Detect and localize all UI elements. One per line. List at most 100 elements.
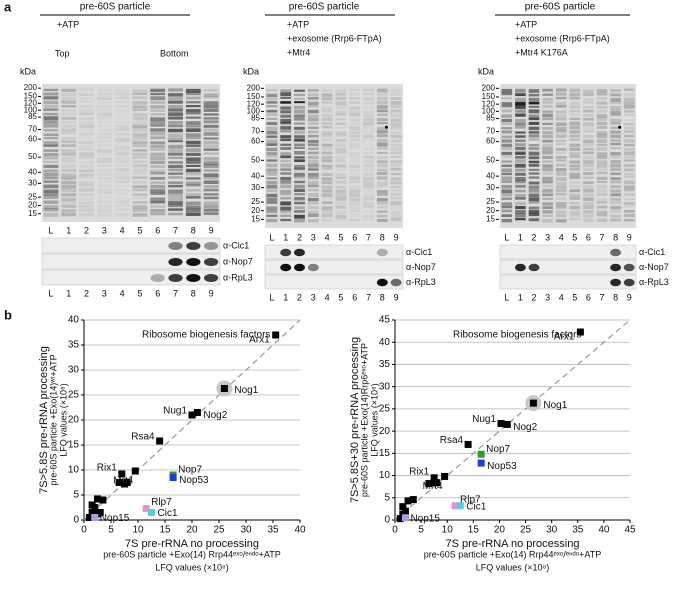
gel-band (335, 159, 347, 163)
gel-band (335, 131, 347, 136)
gel-band (43, 100, 59, 105)
gel-band (349, 193, 361, 198)
gel-band (321, 180, 333, 185)
gel-band (376, 121, 388, 125)
gel-band (376, 130, 388, 134)
gel-band (96, 160, 112, 164)
gel-band (542, 164, 553, 168)
annotation: Ribosome biogenesis factors (453, 330, 581, 341)
gel-band (185, 88, 201, 93)
gel-band (150, 113, 166, 116)
gel-band (363, 168, 374, 172)
gel-band (376, 171, 388, 176)
gel-band (203, 148, 219, 151)
gel-band (363, 105, 374, 110)
gel-band (501, 168, 513, 173)
lane-label: 9 (627, 292, 632, 302)
gel-band (185, 140, 201, 144)
blot-band (623, 278, 635, 287)
gel-band (294, 172, 305, 177)
gel-band (294, 126, 305, 130)
gel-band (280, 180, 292, 184)
gel-band (569, 130, 581, 134)
gel-band (501, 160, 513, 163)
gel-band (610, 177, 621, 180)
gel-band (43, 149, 59, 152)
y-tick-label: 10 (379, 470, 391, 481)
gel-band (61, 204, 77, 208)
lane-label: 3 (311, 292, 316, 302)
gel-band (528, 188, 540, 193)
gel-band (307, 118, 319, 122)
gel-band (596, 152, 608, 157)
gel-band (501, 135, 513, 139)
gel-band (610, 110, 621, 115)
gel-band (61, 112, 77, 116)
gel-band (390, 197, 402, 200)
gel-band (623, 109, 635, 113)
gel-band (43, 160, 59, 163)
gel-band (280, 147, 292, 150)
gel-band (542, 126, 553, 130)
blot-label: α-RpL3 (406, 277, 436, 287)
gel-band (335, 173, 347, 177)
condition: +ATP (287, 19, 309, 29)
gel-band (335, 96, 347, 100)
gel-band (501, 176, 513, 181)
gel-band (349, 106, 361, 110)
blot-band (203, 274, 219, 282)
point (142, 505, 150, 512)
lane-label: 5 (338, 292, 343, 302)
gel-band (335, 93, 347, 96)
lane-label: 8 (613, 232, 618, 242)
gel-band (610, 130, 621, 134)
gel-band (623, 88, 635, 91)
point-label: Nug1 (163, 406, 187, 417)
gel-band (61, 176, 77, 180)
x-tick-label: 15 (159, 525, 171, 536)
gel-band (294, 189, 305, 192)
gel-band (501, 114, 513, 118)
gel-band (97, 108, 112, 111)
lane-label: L (269, 292, 274, 302)
gel-band (168, 164, 183, 169)
gel-band (132, 201, 148, 204)
point-label: Nog2 (513, 422, 537, 433)
gel-band (349, 214, 360, 218)
gel-band (96, 184, 112, 188)
gel-band (363, 193, 374, 198)
gel-band (294, 143, 305, 147)
lane-label: 2 (531, 292, 536, 302)
gel-band (555, 192, 567, 196)
gel-band (96, 188, 112, 193)
point-label: Mrt4 (423, 481, 443, 492)
gel-band (376, 88, 388, 93)
gel-band (390, 118, 402, 123)
gel-band (307, 201, 319, 205)
blot-band (293, 263, 306, 272)
gel-band (363, 92, 374, 95)
point (220, 385, 228, 392)
gel-band (266, 184, 278, 189)
gel-band (280, 218, 292, 222)
lane-label: 3 (545, 232, 550, 242)
gel-band (307, 176, 319, 180)
gel-band (335, 185, 347, 190)
gel-band (376, 109, 388, 113)
gel-band (132, 96, 148, 100)
gel-band (185, 148, 201, 152)
gel-band (61, 149, 77, 154)
gel-band (610, 156, 621, 159)
gel-band (43, 116, 59, 121)
gel-band (168, 100, 183, 104)
lane-label: L (269, 232, 274, 242)
gel-band (528, 168, 540, 171)
gel-band (623, 205, 635, 208)
gel-band (390, 201, 402, 206)
gel-band (515, 217, 526, 221)
gel-band (335, 193, 347, 198)
gel-band (623, 155, 635, 159)
lane-label: 8 (613, 292, 618, 302)
gel-band (203, 180, 219, 184)
gel-band (307, 188, 319, 192)
